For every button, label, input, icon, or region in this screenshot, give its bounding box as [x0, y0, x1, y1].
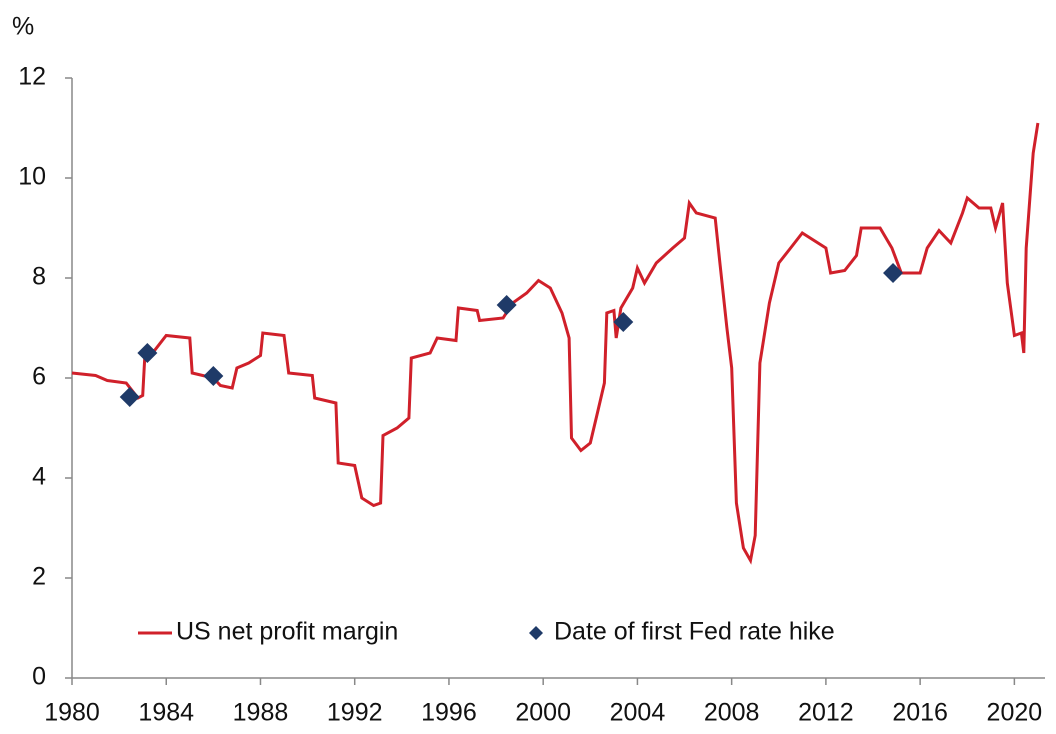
legend-label: Date of first Fed rate hike [554, 618, 835, 646]
rate-hike-marker [137, 343, 158, 363]
y-tick-label: 10 [18, 163, 46, 191]
rate-hike-marker [119, 387, 140, 407]
rate-hike-marker [883, 263, 904, 283]
x-tick-label: 2016 [892, 699, 948, 727]
x-tick-label: 2000 [515, 699, 571, 727]
y-axis-label: % [12, 13, 34, 41]
x-tick-label: 1980 [44, 699, 100, 727]
x-tick-label: 1992 [327, 699, 383, 727]
y-tick-label: 6 [32, 363, 46, 391]
profit-margin-line [71, 122, 1040, 565]
x-tick-label: 1988 [233, 699, 289, 727]
rate-hike-marker [203, 366, 224, 386]
rate-hike-marker [613, 312, 634, 332]
y-tick-label: 0 [32, 663, 46, 691]
legend-label: US net profit margin [176, 618, 398, 646]
x-tick-label: 2012 [798, 699, 854, 727]
x-tick-label: 1996 [421, 699, 477, 727]
x-tick-label: 2004 [610, 699, 666, 727]
legend-swatch [529, 626, 543, 640]
y-tick-label: 12 [18, 63, 46, 91]
y-tick-label: 8 [32, 263, 46, 291]
rate-hike-marker [496, 295, 517, 315]
x-tick-label: 1984 [138, 699, 194, 727]
y-tick-label: 4 [32, 463, 46, 491]
x-tick-label: 2020 [987, 699, 1043, 727]
y-tick-label: 2 [32, 563, 46, 591]
x-tick-label: 2008 [704, 699, 760, 727]
